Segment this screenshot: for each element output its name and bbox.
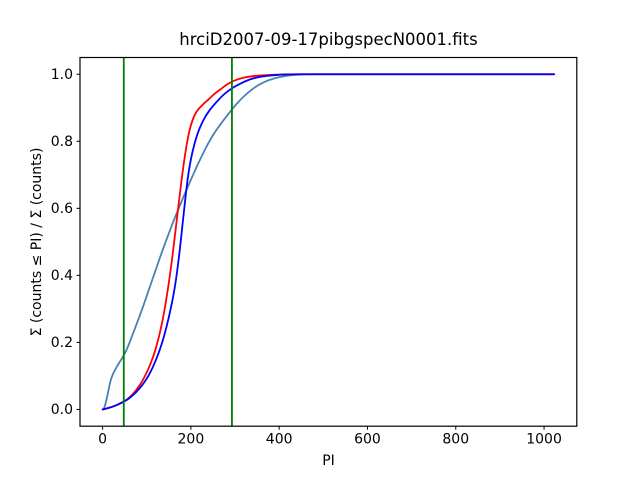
y-tick-label: 1.0 xyxy=(51,67,73,83)
y-tick-label: 0.8 xyxy=(51,134,73,150)
series-blue-cumulative xyxy=(101,73,556,411)
x-tick-label: 400 xyxy=(266,432,293,448)
series-steelblue-cumulative xyxy=(102,73,556,411)
x-axis-label: PI xyxy=(322,453,335,469)
x-tick-label: 200 xyxy=(178,432,205,448)
plot-title: hrciD2007-09-17pibgspecN0001.fits xyxy=(179,30,478,49)
x-tick-label: 600 xyxy=(354,432,381,448)
y-tick-label: 0.4 xyxy=(51,268,73,284)
y-tick-label: 0.2 xyxy=(51,335,73,351)
series-red-cumulative xyxy=(101,73,556,411)
x-tick-label: 800 xyxy=(442,432,469,448)
y-tick-label: 0.0 xyxy=(51,402,73,418)
x-tick-label: 1000 xyxy=(526,432,562,448)
x-tick-label: 0 xyxy=(98,432,107,448)
y-tick-label: 0.6 xyxy=(51,201,73,217)
plot-border xyxy=(79,56,578,427)
